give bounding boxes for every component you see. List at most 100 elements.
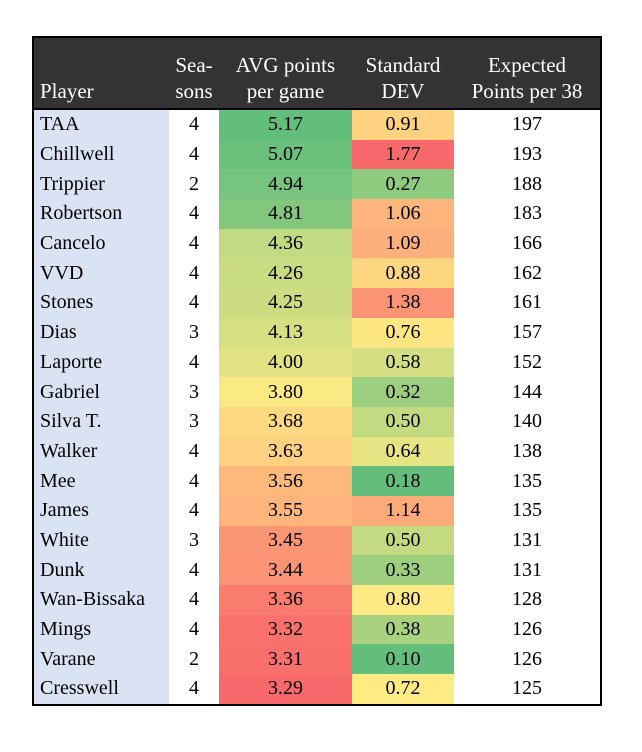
seasons-cell: 4 [189, 618, 199, 641]
avg-points-cell: 4.36 [219, 228, 352, 259]
seasons-cell: 4 [189, 499, 199, 522]
seasons-cell: 3 [189, 410, 199, 433]
table-row: Mee 4 3.56 0.18 135 [34, 466, 600, 496]
expected-points-cell: 166 [512, 232, 542, 255]
table-row: Varane 2 3.31 0.10 126 [34, 644, 600, 675]
standard-dev-cell: 1.09 [352, 228, 454, 259]
standard-dev-cell: 0.50 [352, 525, 454, 556]
table-row: White 3 3.45 0.50 131 [34, 525, 600, 556]
avg-points-cell: 3.55 [219, 495, 352, 526]
avg-points-cell: 4.94 [219, 169, 352, 200]
seasons-cell: 4 [189, 558, 199, 581]
standard-dev-cell: 0.91 [352, 108, 454, 140]
player-cell: Cancelo [34, 228, 169, 259]
header-expected-text: Expected Points per 38 [471, 53, 583, 103]
table-row: Gabriel 3 3.80 0.32 144 [34, 377, 600, 407]
player-cell: Dunk [34, 555, 169, 585]
standard-dev-cell: 0.32 [352, 377, 454, 407]
seasons-cell: 4 [189, 232, 199, 255]
player-cell: Laporte [34, 347, 169, 378]
expected-points-cell: 197 [454, 108, 600, 140]
avg-points-cell: 4.00 [219, 347, 352, 378]
expected-points-cell: 138 [512, 439, 542, 462]
header-avg-text: AVG points per game [235, 53, 336, 103]
avg-points-cell: 4.26 [219, 258, 352, 289]
avg-points-cell: 3.45 [219, 525, 352, 556]
standard-dev-cell: 0.58 [352, 347, 454, 378]
expected-points-cell: 135 [512, 469, 542, 492]
seasons-cell: 2 [189, 647, 199, 670]
seasons-cell: 4 [189, 261, 199, 284]
player-cell: Walker [34, 436, 169, 467]
table-row: Stones 4 4.25 1.38 161 [34, 288, 600, 318]
avg-points-cell: 4.13 [219, 317, 352, 348]
avg-points-cell: 3.29 [219, 674, 352, 704]
avg-points-cell: 4.81 [219, 199, 352, 229]
player-cell: VVD [34, 258, 169, 289]
player-stats-table: Player Sea- sons AVG points per game Sta… [34, 38, 600, 704]
standard-dev-cell: 0.88 [352, 258, 454, 289]
player-cell: Stones [34, 288, 169, 318]
expected-points-cell: 161 [512, 291, 542, 314]
standard-dev-cell: 0.27 [352, 169, 454, 200]
table-row: Cresswell 4 3.29 0.72 125 [34, 674, 600, 704]
expected-points-cell: 152 [512, 350, 542, 373]
standard-dev-cell: 0.33 [352, 555, 454, 585]
standard-dev-cell: 0.80 [352, 585, 454, 615]
seasons-cell: 3 [189, 380, 199, 403]
player-cell: TAA [34, 108, 169, 140]
avg-points-cell: 3.44 [219, 555, 352, 585]
avg-points-cell: 5.07 [219, 139, 352, 170]
header-seasons-text: Sea- sons [175, 53, 213, 103]
table-row: Laporte 4 4.00 0.58 152 [34, 347, 600, 378]
header-seasons: Sea- sons [169, 38, 219, 109]
avg-points-cell: 3.68 [219, 406, 352, 437]
seasons-cell: 4 [189, 469, 199, 492]
seasons-cell: 4 [189, 291, 199, 314]
player-stats-table-wrapper: Player Sea- sons AVG points per game Sta… [32, 36, 602, 706]
seasons-cell: 4 [189, 677, 199, 700]
seasons-cell: 4 [189, 350, 199, 373]
player-cell: White [34, 525, 169, 556]
standard-dev-cell: 0.18 [352, 466, 454, 496]
expected-points-cell: 125 [512, 677, 542, 700]
standard-dev-cell: 1.77 [352, 139, 454, 170]
table-row: VVD 4 4.26 0.88 162 [34, 258, 600, 289]
avg-points-cell: 4.25 [219, 288, 352, 318]
expected-points-cell: 162 [512, 261, 542, 284]
seasons-cell: 3 [189, 528, 199, 551]
standard-dev-cell: 1.38 [352, 288, 454, 318]
table-row: Dunk 4 3.44 0.33 131 [34, 555, 600, 585]
header-expected-points: Expected Points per 38 [454, 38, 600, 109]
header-row: Player Sea- sons AVG points per game Sta… [34, 38, 600, 109]
expected-points-cell: 135 [512, 499, 542, 522]
expected-points-cell: 126 [512, 647, 542, 670]
player-cell: Cresswell [34, 674, 169, 704]
table-row: Silva T. 3 3.68 0.50 140 [34, 406, 600, 437]
player-cell: Chillwell [34, 139, 169, 170]
header-player: Player [34, 38, 169, 109]
expected-points-cell: 193 [512, 143, 542, 166]
table-row: Walker 4 3.63 0.64 138 [34, 436, 600, 467]
player-cell: Robertson [34, 199, 169, 229]
standard-dev-cell: 0.38 [352, 614, 454, 645]
player-cell: Wan-Bissaka [34, 585, 169, 615]
table-row: Wan-Bissaka 4 3.36 0.80 128 [34, 585, 600, 615]
expected-points-cell: 144 [512, 380, 542, 403]
avg-points-cell: 3.63 [219, 436, 352, 467]
table-row: Robertson 4 4.81 1.06 183 [34, 199, 600, 229]
player-cell: Mee [34, 466, 169, 496]
avg-points-cell: 5.17 [219, 108, 352, 140]
avg-points-cell: 3.31 [219, 644, 352, 675]
seasons-cell: 4 [189, 439, 199, 462]
table-row: Trippier 2 4.94 0.27 188 [34, 169, 600, 200]
expected-points-cell: 140 [512, 410, 542, 433]
avg-points-cell: 3.32 [219, 614, 352, 645]
player-cell: Gabriel [34, 377, 169, 407]
table-body: TAA 4 5.17 0.91 197 Chillwell 4 5.07 1.77 193 Trip… [34, 108, 600, 704]
player-cell: James [34, 495, 169, 526]
header-avg-points: AVG points per game [219, 38, 352, 109]
expected-points-cell: 188 [512, 172, 542, 195]
header-std-text: Standard DEV [365, 53, 441, 103]
standard-dev-cell: 1.14 [352, 495, 454, 526]
